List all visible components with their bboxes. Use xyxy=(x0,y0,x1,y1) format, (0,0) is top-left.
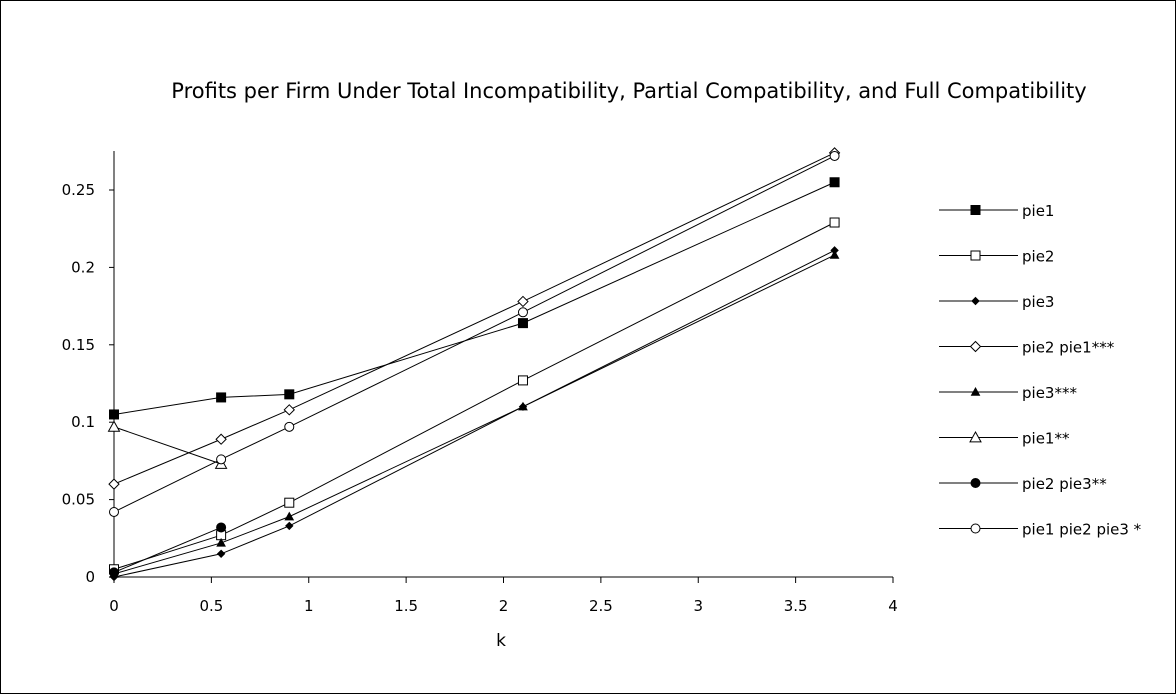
data-point xyxy=(517,295,529,308)
data-point xyxy=(284,389,295,400)
y-ticks: 0 0.05 0.1 0.15 0.2 0.25 xyxy=(62,181,114,586)
data-point xyxy=(216,392,227,403)
data-point xyxy=(829,217,840,228)
data-point xyxy=(285,521,294,531)
series-line xyxy=(113,527,222,573)
x-tick-label: 2.5 xyxy=(589,597,613,615)
series-layer xyxy=(107,147,841,582)
data-point xyxy=(284,421,295,432)
legend-item: pie2 xyxy=(939,248,1054,266)
legend-label: pie2 xyxy=(1022,248,1054,266)
series-7 xyxy=(109,150,840,517)
legend-marker xyxy=(969,430,982,443)
legend: pie1 pie2 pie3 pie2 pie1*** pie3*** pie1** pie… xyxy=(939,202,1142,539)
legend-marker xyxy=(970,205,981,215)
x-tick-label: 1.5 xyxy=(394,597,418,615)
data-point xyxy=(109,506,119,517)
data-point xyxy=(216,549,226,558)
chart-title: Profits per Firm Under Total Incompatibi… xyxy=(171,79,1086,103)
data-point xyxy=(216,522,227,533)
series-line xyxy=(113,181,835,415)
data-point xyxy=(829,177,840,188)
legend-marker xyxy=(970,523,981,534)
x-tick-label: 2 xyxy=(499,597,509,615)
y-tick-label: 0.05 xyxy=(62,491,95,509)
data-point xyxy=(284,511,295,521)
data-point xyxy=(829,150,840,161)
series-6 xyxy=(109,522,227,578)
y-tick-label: 0.15 xyxy=(62,336,95,354)
legend-item: pie3 xyxy=(939,293,1054,311)
legend-item: pie1 xyxy=(939,202,1054,220)
legend-marker xyxy=(970,386,981,396)
data-point xyxy=(284,497,295,508)
y-tick-label: 0 xyxy=(85,568,95,586)
legend-label: pie1** xyxy=(1022,430,1070,448)
legend-marker xyxy=(969,340,982,353)
x-tick-label: 1 xyxy=(304,597,314,615)
x-tick-label: 0 xyxy=(109,597,119,615)
legend-label: pie1 xyxy=(1022,202,1054,220)
legend-label: pie2 pie1*** xyxy=(1022,339,1115,357)
series-3 xyxy=(108,147,841,490)
x-tick-label: 0.5 xyxy=(199,597,223,615)
y-tick-label: 0.1 xyxy=(71,413,95,431)
axes xyxy=(113,151,893,578)
legend-item: pie1** xyxy=(939,430,1070,448)
data-point xyxy=(109,567,119,578)
legend-item: pie2 pie1*** xyxy=(939,339,1115,357)
series-0 xyxy=(109,177,840,420)
data-point xyxy=(829,249,840,259)
legend-marker xyxy=(970,478,981,488)
legend-item: pie3*** xyxy=(939,384,1077,402)
series-line xyxy=(113,426,222,465)
legend-marker xyxy=(971,296,980,306)
y-tick-label: 0.2 xyxy=(71,258,95,276)
data-point xyxy=(109,409,119,420)
series-2 xyxy=(109,246,839,582)
x-ticks: 0 0.5 1 1.5 2 2.5 3 3.5 4 xyxy=(109,577,898,615)
legend-label: pie2 pie3** xyxy=(1022,475,1107,493)
data-point xyxy=(517,318,528,329)
data-point xyxy=(215,433,227,445)
x-tick-label: 4 xyxy=(888,597,898,615)
y-tick-label: 0.25 xyxy=(62,181,95,199)
legend-marker xyxy=(970,250,981,261)
data-point xyxy=(216,454,227,465)
data-point xyxy=(517,307,528,318)
legend-label: pie1 pie2 pie3 * xyxy=(1022,521,1142,539)
data-point xyxy=(216,537,226,547)
x-tick-label: 3 xyxy=(693,597,703,615)
data-point xyxy=(518,401,528,411)
data-point xyxy=(108,478,120,490)
legend-item: pie1 pie2 pie3 * xyxy=(939,521,1142,539)
data-point xyxy=(283,404,295,416)
data-point xyxy=(107,420,121,432)
data-point xyxy=(517,375,528,386)
series-line xyxy=(113,152,835,485)
x-tick-label: 3.5 xyxy=(784,597,808,615)
legend-label: pie3*** xyxy=(1022,384,1077,402)
legend-item: pie2 pie3** xyxy=(939,475,1107,493)
legend-label: pie3 xyxy=(1022,293,1054,311)
x-axis-label: k xyxy=(496,631,506,651)
